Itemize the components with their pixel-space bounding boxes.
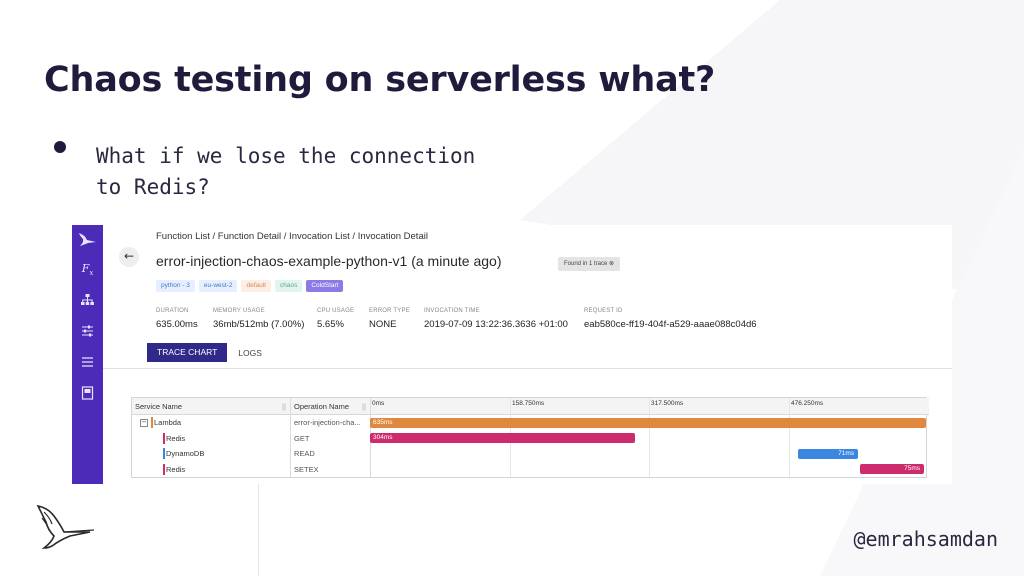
service-color-mark [163,463,165,475]
trace-chart: Service Name || Operation Name || 0ms 158… [131,397,929,478]
meta-duration: DURATION 635.00ms [156,308,213,330]
meta-invocation-time: INVOCATION TIME 2019-07-09 13:22:36.3636… [424,308,584,330]
bird-logo-icon[interactable] [77,231,98,247]
trace-row-operation: GET [294,433,310,443]
found-in-trace-badge[interactable]: Found in 1 trace ⊗ [558,257,621,271]
trace-row-operation: SETEX [294,464,319,474]
service-color-mark [151,417,153,428]
span-bar[interactable]: 635ms [370,417,926,428]
timeline-tick-label: 0ms [372,400,385,407]
book-icon[interactable] [79,386,96,400]
col-separator [290,398,291,477]
trace-row-service[interactable]: Lambda [154,418,182,427]
tag-chaos: chaos [275,280,303,292]
col-operation-name[interactable]: Operation Name [294,402,350,411]
col-service-name[interactable]: Service Name [135,402,183,411]
tag-list: python - 3 eu-west-2 default chaos ColdS… [156,280,344,292]
service-color-mark [163,448,165,459]
meta-label: INVOCATION TIME [424,308,480,314]
sitemap-icon[interactable] [79,293,96,307]
tag-coldstart: ColdStart [306,280,344,292]
span-bar[interactable]: 75ms [860,464,924,474]
timeline-gridline [789,398,790,477]
meta-value: 2019-07-09 13:22:36.3636 +01:00 [424,319,568,330]
timeline-tick-label: 476.250ms [791,400,824,407]
meta-value: 36mb/512mb (7.00%) [213,319,305,330]
service-color-mark [163,432,165,444]
meta-label: CPU USAGE [317,308,355,314]
trace-row-service[interactable]: Redis [166,464,186,474]
meta-label: ERROR TYPE [369,308,410,314]
meta-value: 635.00ms [156,319,198,330]
trace-row-service[interactable]: DynamoDB [166,449,205,458]
breadcrumb[interactable]: Function List / Function Detail / Invoca… [156,231,428,242]
meta-value: NONE [369,319,397,330]
list-icon[interactable] [79,355,96,369]
meta-error-type: ERROR TYPE NONE [369,308,424,330]
divider-line [258,484,259,576]
trace-row-operation: READ [294,449,315,458]
tag-region: eu-west-2 [198,280,238,292]
trace-row-service[interactable]: Redis [166,433,186,443]
bullet-line-1: What if we lose the connection [96,144,476,168]
tag-default: default [241,280,271,292]
author-handle: @emrahsamdan [853,527,999,551]
col-resize-handle[interactable]: || [282,402,286,411]
span-bar[interactable]: 304ms [370,433,635,443]
bullet-dot [54,141,66,153]
divider [103,368,952,369]
timeline-gridline [649,398,650,477]
meta-label: REQUEST ID [584,308,623,314]
bullet-line-2: to Redis? [96,175,210,199]
meta-label: DURATION [156,308,189,314]
tab-trace-chart[interactable]: TRACE CHART [147,343,228,362]
bullet-text: What if we lose the connection to Redis? [96,141,475,203]
close-circle-icon[interactable]: ⊗ [609,261,615,267]
detail-tabs: TRACE CHART LOGS [147,343,262,362]
span-bar[interactable]: 71ms [798,448,858,459]
meta-memory: MEMORY USAGE 36mb/512mb (7.00%) [213,308,317,330]
collapse-toggle-icon[interactable]: − [140,418,148,427]
tag-runtime: python - 3 [156,280,195,292]
span-bar-label: 75ms [904,465,920,472]
span-bar-label: 71ms [838,449,854,457]
app-screenshot: Fx Function List / Function Detail / Inv… [72,225,952,484]
tab-logs[interactable]: LOGS [238,347,262,358]
back-arrow-icon[interactable]: ← [119,247,139,267]
col-resize-handle[interactable]: || [362,402,366,411]
span-bar-label: 304ms [373,434,393,441]
meta-value: 5.65% [317,319,344,330]
meta-value: eab580ce-ff19-404f-a529-aaae088c04d6 [584,319,757,330]
invocation-title: error-injection-chaos-example-python-v1 … [156,253,502,269]
slide-title: Chaos testing on serverless what? [44,60,716,100]
meta-cpu: CPU USAGE 5.65% [317,308,369,330]
invocation-meta: DURATION 635.00ms MEMORY USAGE 36mb/512m… [156,308,784,330]
meta-label: MEMORY USAGE [213,308,265,314]
main-panel: Function List / Function Detail / Invoca… [103,225,952,484]
bird-logo-icon [36,504,95,549]
function-icon[interactable]: Fx [81,262,94,278]
timeline-tick-label: 158.750ms [512,400,545,407]
trace-header-bg [132,398,929,415]
timeline-tick-label: 317.500ms [651,400,684,407]
sliders-icon[interactable] [79,324,96,338]
span-bar-label: 635ms [373,418,393,426]
trace-row-operation: error-injection-cha... [294,418,361,427]
meta-request-id: REQUEST ID eab580ce-ff19-404f-a529-aaae0… [584,308,784,330]
sidebar: Fx [72,225,103,484]
found-badge-label: Found in 1 trace [564,261,608,267]
